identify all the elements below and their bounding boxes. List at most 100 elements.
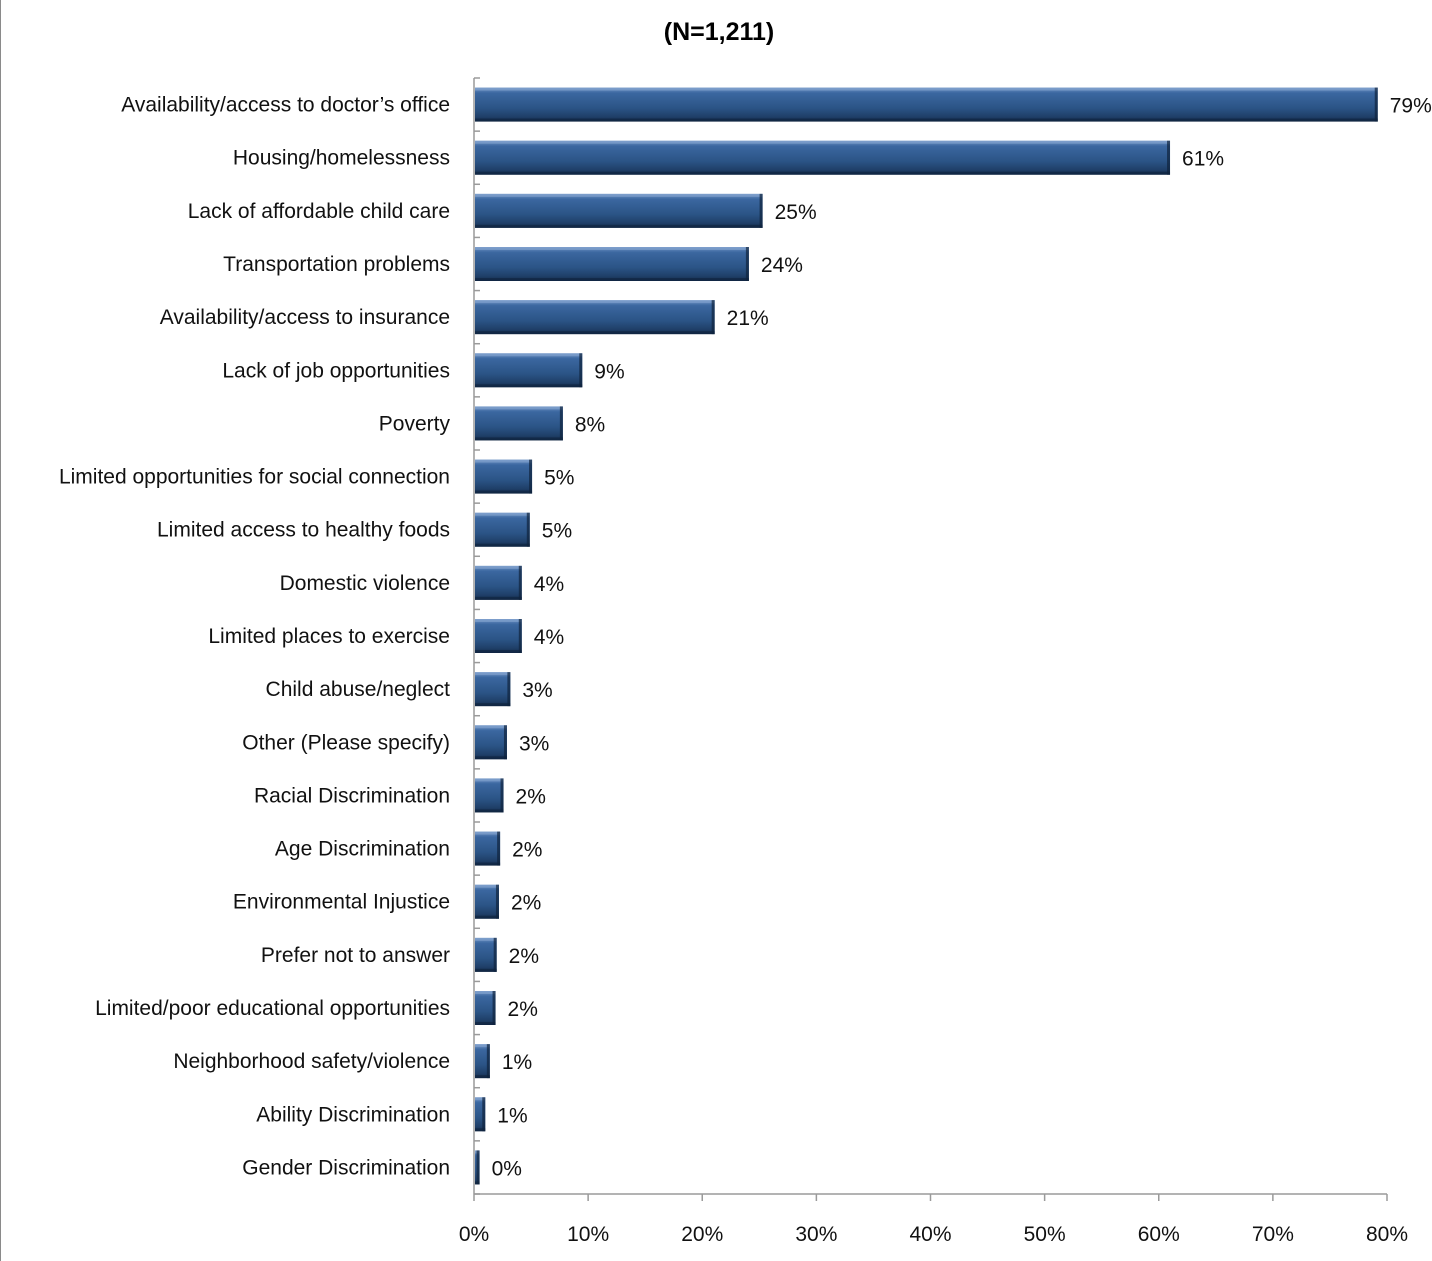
data-label: 8% xyxy=(575,413,605,436)
bar-bevel-top xyxy=(475,406,563,410)
category-label: Lack of affordable child care xyxy=(188,200,450,223)
bar xyxy=(475,140,1171,175)
category-label: Limited places to exercise xyxy=(208,625,450,648)
bar-group xyxy=(475,778,504,813)
x-tick-label: 40% xyxy=(909,1223,951,1246)
bar xyxy=(475,1097,486,1132)
bar-bevel-bottom xyxy=(475,118,1378,122)
category-label: Transportation problems xyxy=(223,253,450,276)
bar-group xyxy=(475,619,522,653)
bar xyxy=(475,672,511,707)
category-label: Environmental Injustice xyxy=(233,891,450,914)
data-label: 25% xyxy=(775,201,817,224)
category-label: Ability Discrimination xyxy=(256,1103,450,1126)
bar-bevel-top xyxy=(475,300,715,304)
bar-bevel-right xyxy=(507,672,511,707)
category-label: Limited/poor educational opportunities xyxy=(95,997,450,1020)
bar-bevel-bottom xyxy=(475,1181,480,1185)
bar-bevel-top xyxy=(475,672,511,676)
x-tick-label: 30% xyxy=(795,1223,837,1246)
bar-bevel-right xyxy=(745,247,749,281)
bar-group xyxy=(475,565,522,600)
bar-group xyxy=(475,1150,480,1185)
bar xyxy=(475,619,522,653)
data-label: 21% xyxy=(727,307,769,330)
bar xyxy=(475,406,563,441)
bar-bevel-right xyxy=(1374,87,1378,122)
bar-bevel-bottom xyxy=(475,703,511,707)
bar-bevel-top xyxy=(475,778,504,782)
data-label: 1% xyxy=(497,1104,527,1127)
bar-group xyxy=(475,672,511,707)
x-tick-label: 0% xyxy=(459,1223,489,1246)
bar-bevel-right xyxy=(500,778,504,813)
bar-bevel-bottom xyxy=(475,437,563,441)
chart-frame-edge xyxy=(0,0,1,1261)
category-label: Limited access to healthy foods xyxy=(157,519,450,542)
bar-bevel-top xyxy=(475,991,496,994)
category-label: Other (Please specify) xyxy=(242,731,450,754)
bar-bevel-bottom xyxy=(475,1128,486,1132)
bar-bevel-bottom xyxy=(475,756,507,760)
bar-group xyxy=(475,459,533,494)
bar-bevel-top xyxy=(475,193,763,197)
x-tick-label: 80% xyxy=(1366,1223,1408,1246)
bar-bevel-bottom xyxy=(475,384,583,388)
data-label: 3% xyxy=(519,732,549,755)
bar-group xyxy=(475,247,749,281)
bar-bevel-top xyxy=(475,565,522,569)
category-label: Prefer not to answer xyxy=(261,944,450,967)
data-label: 5% xyxy=(544,467,574,490)
bar-bevel-bottom xyxy=(475,809,504,813)
bar-group xyxy=(475,406,563,441)
x-tick-label: 70% xyxy=(1252,1223,1294,1246)
bar xyxy=(475,193,763,228)
bar-bevel-right xyxy=(482,1097,486,1132)
bar-group xyxy=(475,831,501,866)
bar-bevel-bottom xyxy=(475,1075,490,1079)
bar-bevel-bottom xyxy=(475,968,497,972)
bar-bevel-bottom xyxy=(475,543,530,547)
bar xyxy=(475,87,1378,122)
bar xyxy=(475,884,499,919)
bar-group xyxy=(475,1097,486,1132)
bar-bevel-right xyxy=(495,884,499,919)
bar-bevel-bottom xyxy=(475,596,522,600)
bar-bevel-bottom xyxy=(475,224,763,228)
bar-bevel-top xyxy=(475,1044,490,1048)
data-label: 3% xyxy=(522,679,552,702)
bar-group xyxy=(475,1044,490,1079)
bar-bevel-right xyxy=(579,353,583,388)
data-label: 1% xyxy=(502,1051,532,1074)
category-label: Child abuse/neglect xyxy=(266,678,451,701)
bar xyxy=(475,991,496,1025)
category-label: Gender Discrimination xyxy=(242,1156,450,1179)
bar-bevel-right xyxy=(529,459,533,494)
category-label: Poverty xyxy=(379,412,451,435)
bar-bevel-right xyxy=(759,193,763,228)
bar-bevel-bottom xyxy=(475,278,749,281)
x-tick-label: 20% xyxy=(681,1223,723,1246)
data-label: 2% xyxy=(509,945,539,968)
data-label: 0% xyxy=(492,1157,522,1180)
bar-group xyxy=(475,300,715,335)
bar-bevel-top xyxy=(475,831,501,835)
bar-group xyxy=(475,87,1378,122)
bar-bevel-top xyxy=(475,512,530,516)
category-label: Limited opportunities for social connect… xyxy=(59,466,450,489)
bar xyxy=(475,565,522,600)
bar-bevel-bottom xyxy=(475,331,715,335)
bar-bevel-right xyxy=(518,619,522,653)
bar-bevel-bottom xyxy=(475,490,533,494)
x-tick-label: 60% xyxy=(1138,1223,1180,1246)
bar-bevel-right xyxy=(526,512,530,547)
bar xyxy=(475,937,497,972)
bar-bevel-bottom xyxy=(475,915,499,919)
bar xyxy=(475,353,583,388)
bar-group xyxy=(475,140,1171,175)
bar-bevel-right xyxy=(497,831,501,866)
bar xyxy=(475,831,501,866)
bar-bevel-top xyxy=(475,353,583,357)
bar-bevel-right xyxy=(492,991,496,1025)
